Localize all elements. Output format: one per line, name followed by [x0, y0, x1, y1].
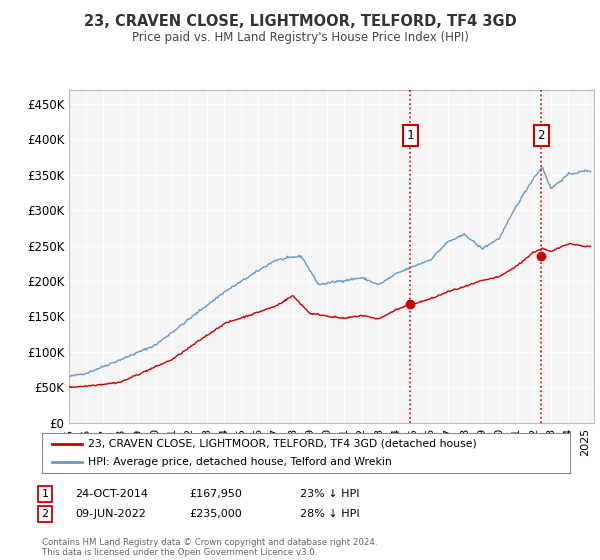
Text: 23, CRAVEN CLOSE, LIGHTMOOR, TELFORD, TF4 3GD (detached house): 23, CRAVEN CLOSE, LIGHTMOOR, TELFORD, TF…: [88, 439, 477, 449]
Text: 2: 2: [538, 129, 545, 142]
Text: 2: 2: [41, 509, 49, 519]
Text: 1: 1: [41, 489, 49, 499]
Text: £235,000: £235,000: [189, 509, 242, 519]
Text: 28% ↓ HPI: 28% ↓ HPI: [300, 509, 359, 519]
Text: 23% ↓ HPI: 23% ↓ HPI: [300, 489, 359, 499]
Text: £167,950: £167,950: [189, 489, 242, 499]
Text: 24-OCT-2014: 24-OCT-2014: [75, 489, 148, 499]
Text: 09-JUN-2022: 09-JUN-2022: [75, 509, 146, 519]
Text: Contains HM Land Registry data © Crown copyright and database right 2024.
This d: Contains HM Land Registry data © Crown c…: [42, 538, 377, 557]
Text: HPI: Average price, detached house, Telford and Wrekin: HPI: Average price, detached house, Telf…: [88, 458, 392, 467]
Text: 1: 1: [406, 129, 414, 142]
Text: 23, CRAVEN CLOSE, LIGHTMOOR, TELFORD, TF4 3GD: 23, CRAVEN CLOSE, LIGHTMOOR, TELFORD, TF…: [83, 14, 517, 29]
Text: Price paid vs. HM Land Registry's House Price Index (HPI): Price paid vs. HM Land Registry's House …: [131, 31, 469, 44]
